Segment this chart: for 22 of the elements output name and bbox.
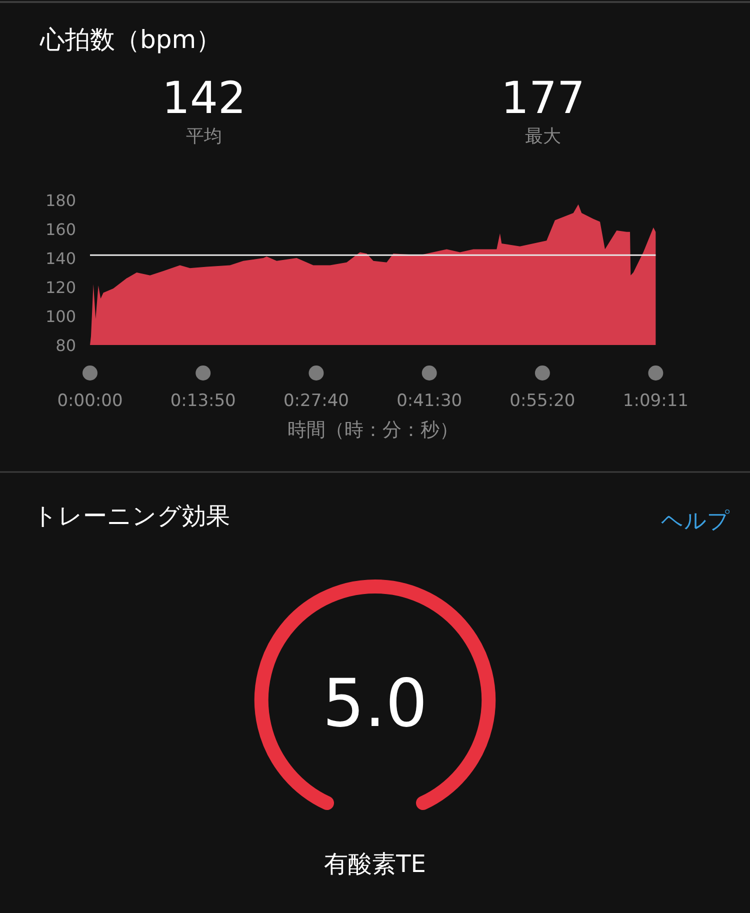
y-tick-label: 100: [45, 307, 76, 326]
x-tick-label: 0:55:20: [510, 391, 576, 411]
text: 平均: [186, 126, 222, 147]
text: 142: [162, 73, 246, 124]
x-tick-label: 0:27:40: [283, 391, 350, 411]
y-tick-label: 120: [45, 278, 76, 297]
text: トレーニング効果: [33, 502, 230, 530]
text: 177: [501, 73, 585, 124]
text: 最大: [525, 126, 561, 147]
text: ヘルプ: [661, 509, 730, 534]
x-tick-label: 0:00:00: [57, 391, 123, 411]
y-tick-label: 80: [56, 336, 76, 355]
y-tick-label: 180: [45, 191, 76, 210]
chart-title: 心拍数（bpm）: [39, 25, 222, 54]
x-axis-title: 時間（時：分：秒）: [288, 419, 458, 441]
y-tick-label: 160: [45, 220, 76, 239]
text: 有酸素TE: [324, 850, 426, 878]
x-tick-label: 0:13:50: [170, 391, 236, 411]
y-tick-label: 140: [45, 249, 76, 268]
x-tick-label: 0:41:30: [396, 391, 462, 411]
x-tick-label: 1:09:11: [622, 391, 688, 411]
text: 5.0: [322, 665, 428, 742]
